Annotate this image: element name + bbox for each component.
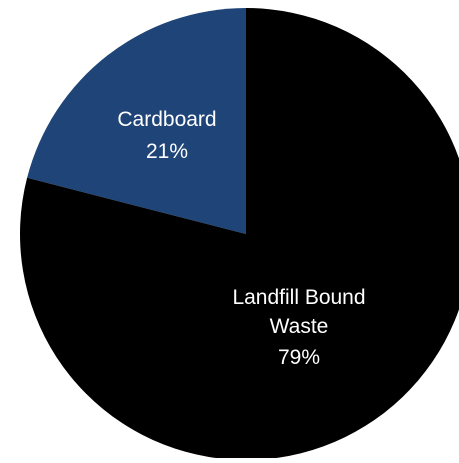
slice-label-cardboard-name: Cardboard [117, 108, 216, 131]
slice-label-landfill-name-line2: Waste [270, 315, 329, 338]
slice-label-cardboard-value: 21% [146, 140, 188, 163]
slice-label-landfill-value: 79% [278, 346, 320, 369]
pie-labels: Cardboard 21% Landfill Bound Waste 79% [117, 108, 365, 369]
pie-slices [20, 8, 459, 460]
pie-slice-landfill-bound-waste [20, 8, 459, 460]
slice-label-landfill-name-line1: Landfill Bound [232, 286, 365, 309]
pie-slice-cardboard [27, 8, 247, 234]
